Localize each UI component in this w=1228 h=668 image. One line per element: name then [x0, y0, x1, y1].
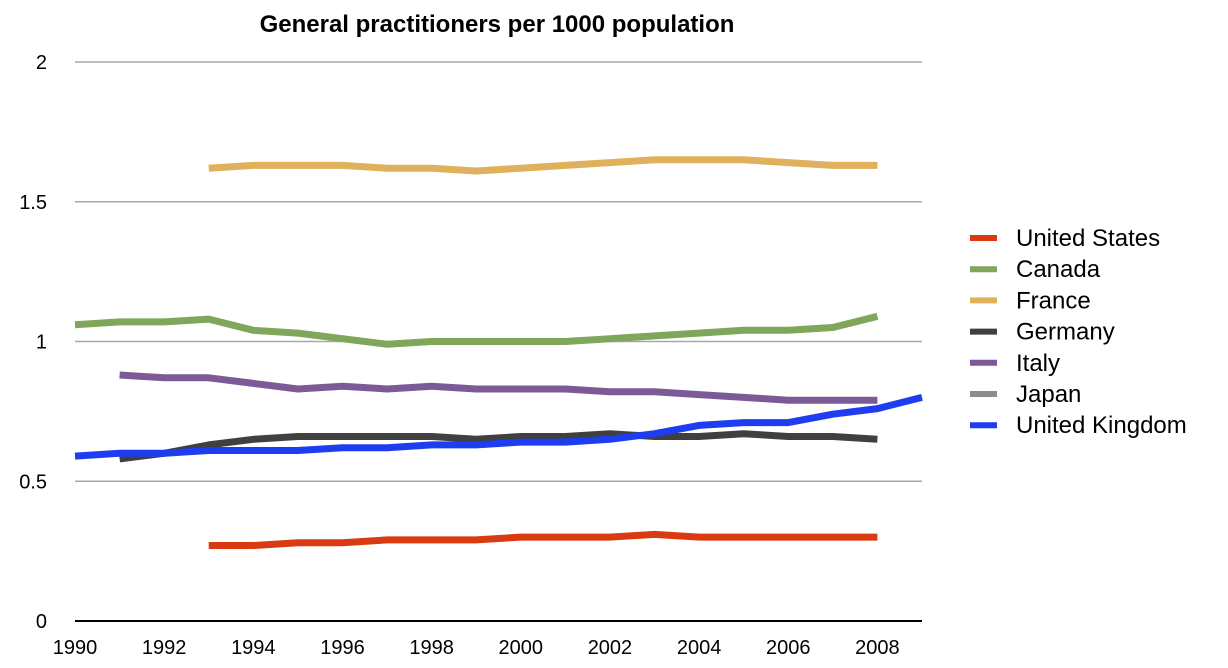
- legend-label: Canada: [1016, 256, 1101, 283]
- x-tick-label: 2008: [855, 637, 900, 659]
- y-tick-label: 0.5: [19, 471, 47, 493]
- legend-label: United States: [1016, 225, 1160, 252]
- series-line-united-kingdom: [74, 394, 923, 460]
- legend-label: United Kingdom: [1016, 412, 1187, 439]
- x-tick-label: 1994: [231, 637, 276, 659]
- legend-label: Italy: [1016, 350, 1060, 377]
- chart-title: General practitioners per 1000 populatio…: [260, 11, 735, 38]
- gridlines: [75, 61, 922, 482]
- x-axis-ticks: 1990 1992 1994 1996 1998 2000 2002 2004 2006 2008: [53, 637, 900, 659]
- x-tick-label: 1990: [53, 637, 98, 659]
- y-axis-ticks: 0 0.5 1 1.5 2: [19, 52, 47, 633]
- y-tick-label: 2: [36, 52, 47, 74]
- legend: United States Canada France Germany Italy Jap…: [970, 225, 1187, 439]
- x-tick-label: 2002: [588, 637, 633, 659]
- legend-label: Japan: [1016, 381, 1081, 408]
- x-tick-label: 2000: [499, 637, 544, 659]
- series-line-canada: [74, 312, 879, 348]
- y-tick-label: 1: [36, 332, 47, 354]
- series-line-france: [208, 156, 878, 175]
- series-line-germany: [119, 430, 878, 463]
- x-tick-label: 2006: [766, 637, 811, 659]
- x-tick-label: 1992: [142, 637, 187, 659]
- legend-label: France: [1016, 287, 1091, 314]
- x-tick-label: 2004: [677, 637, 722, 659]
- series-line-italy: [119, 371, 878, 404]
- series-lines: [74, 156, 923, 549]
- y-tick-label: 1.5: [19, 192, 47, 214]
- series-line-united-states: [208, 530, 878, 549]
- legend-label: Germany: [1016, 319, 1115, 346]
- x-tick-label: 1998: [409, 637, 454, 659]
- x-tick-label: 1996: [320, 637, 365, 659]
- y-tick-label: 0: [36, 611, 47, 633]
